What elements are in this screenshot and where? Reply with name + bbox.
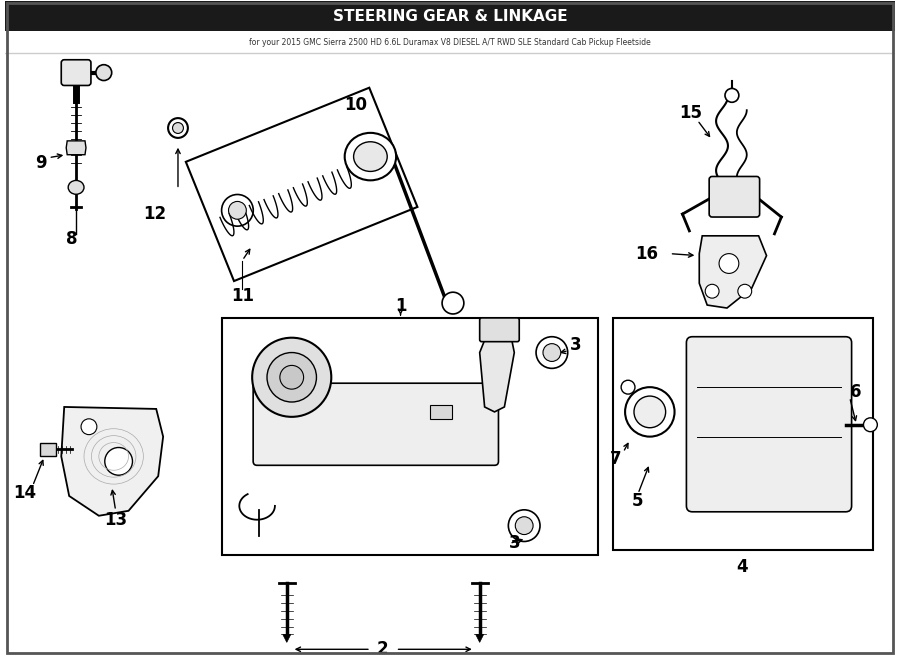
Polygon shape (40, 443, 57, 456)
Circle shape (536, 336, 568, 368)
Circle shape (725, 89, 739, 102)
Circle shape (229, 202, 247, 219)
Circle shape (719, 254, 739, 274)
Circle shape (280, 366, 303, 389)
Text: 14: 14 (14, 484, 36, 502)
Circle shape (508, 510, 540, 541)
Circle shape (621, 380, 635, 394)
Text: 5: 5 (632, 492, 644, 510)
Ellipse shape (173, 122, 184, 134)
Text: 11: 11 (230, 287, 254, 305)
Ellipse shape (354, 141, 387, 171)
Circle shape (267, 352, 317, 402)
Text: 3: 3 (509, 535, 521, 553)
Text: 8: 8 (67, 230, 78, 248)
Text: 3: 3 (570, 336, 581, 354)
Ellipse shape (634, 396, 666, 428)
Text: for your 2015 GMC Sierra 2500 HD 6.6L Duramax V8 DIESEL A/T RWD SLE Standard Cab: for your 2015 GMC Sierra 2500 HD 6.6L Du… (249, 38, 651, 48)
Text: 16: 16 (634, 245, 658, 262)
Polygon shape (699, 236, 767, 308)
Circle shape (96, 65, 112, 81)
FancyBboxPatch shape (709, 176, 760, 217)
Text: 9: 9 (35, 153, 46, 172)
Circle shape (516, 517, 533, 535)
Text: 6: 6 (850, 383, 861, 401)
Bar (613, 318, 873, 551)
Bar (430, 405, 452, 419)
Text: 12: 12 (144, 205, 166, 223)
Ellipse shape (68, 180, 84, 194)
FancyBboxPatch shape (61, 59, 91, 85)
FancyBboxPatch shape (687, 336, 851, 512)
Circle shape (221, 194, 253, 226)
Ellipse shape (168, 118, 188, 138)
Polygon shape (480, 328, 514, 412)
Circle shape (252, 338, 331, 417)
Text: 4: 4 (736, 558, 748, 576)
Bar (222, 318, 598, 555)
Text: 10: 10 (345, 97, 367, 114)
Circle shape (863, 418, 878, 432)
Circle shape (442, 292, 464, 314)
Circle shape (81, 419, 97, 435)
Polygon shape (67, 141, 86, 155)
Circle shape (104, 447, 132, 475)
Circle shape (706, 284, 719, 298)
FancyBboxPatch shape (253, 383, 499, 465)
Text: 15: 15 (679, 104, 702, 122)
Polygon shape (476, 635, 483, 642)
Text: STEERING GEAR & LINKAGE: STEERING GEAR & LINKAGE (333, 9, 567, 24)
FancyBboxPatch shape (480, 318, 519, 342)
Polygon shape (283, 635, 291, 642)
Text: 7: 7 (610, 450, 622, 469)
Ellipse shape (345, 133, 396, 180)
Circle shape (543, 344, 561, 362)
Circle shape (738, 284, 752, 298)
Polygon shape (61, 407, 163, 516)
Text: 1: 1 (395, 297, 406, 315)
Bar (4, 1, 896, 31)
Text: 2: 2 (377, 641, 389, 658)
Ellipse shape (626, 387, 674, 437)
Text: 13: 13 (104, 511, 127, 529)
